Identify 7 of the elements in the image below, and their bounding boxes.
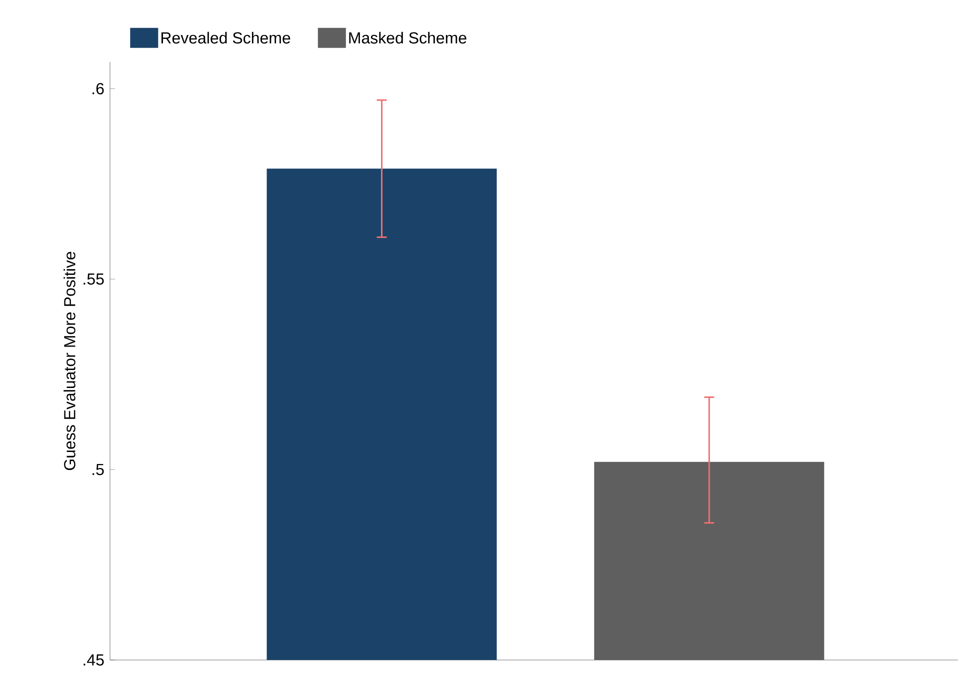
y-tick-label: .5 [92, 464, 104, 476]
y-tick-label: .45 [84, 654, 104, 666]
y-axis-title: Guess Evaluator More Positive [64, 252, 76, 470]
legend-label: Masked Scheme [349, 32, 466, 44]
legend-label: Revealed Scheme [161, 32, 290, 44]
y-tick-label: .6 [92, 83, 104, 94]
y-tick-label: .55 [84, 274, 104, 285]
